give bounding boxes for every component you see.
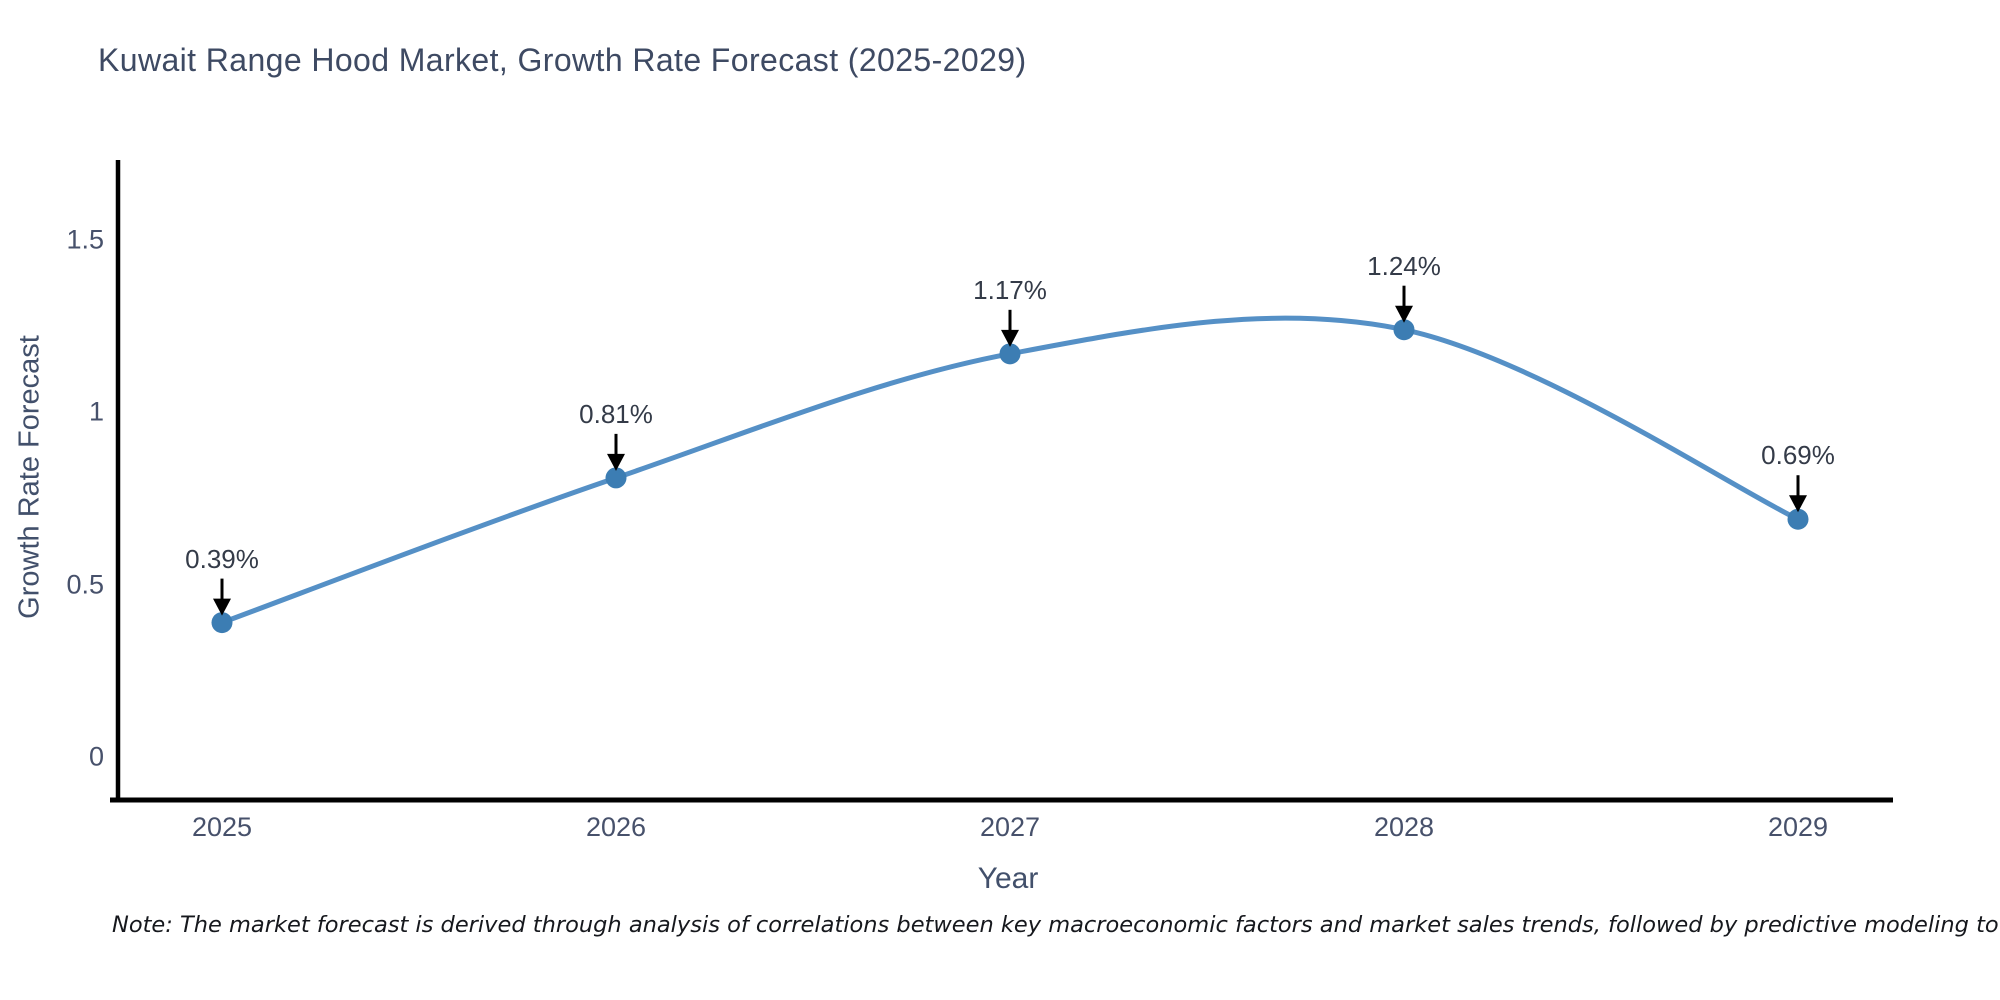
point-annotation: 0.39% <box>185 543 259 574</box>
y-tick-label: 0.5 <box>66 569 104 600</box>
data-point-marker <box>999 343 1021 365</box>
x-tick-label: 2029 <box>1767 812 1829 842</box>
data-point-marker <box>1787 508 1809 530</box>
point-annotation: 0.81% <box>579 398 653 429</box>
x-tick-label: 2026 <box>585 812 647 842</box>
x-tick-label: 2025 <box>191 812 253 842</box>
annotation-arrow-head <box>1395 305 1413 323</box>
point-annotation: 1.24% <box>1367 250 1441 281</box>
annotation-arrow-head <box>607 453 625 471</box>
y-tick-label: 1.5 <box>66 224 104 255</box>
y-tick-label: 1 <box>88 396 104 427</box>
footnote: Note: The market forecast is derived thr… <box>112 912 2000 938</box>
chart-title: Kuwait Range Hood Market, Growth Rate Fo… <box>98 42 1027 78</box>
annotation-arrow-head <box>213 598 231 616</box>
point-annotation: 1.17% <box>973 274 1047 305</box>
data-point-marker <box>211 612 233 634</box>
annotation-arrow-head <box>1001 329 1019 347</box>
point-annotation: 0.69% <box>1761 440 1835 471</box>
data-point-marker <box>605 467 627 489</box>
annotation-arrow-head <box>1789 495 1807 513</box>
x-axis-title: Year <box>977 862 1039 895</box>
x-tick-label: 2027 <box>979 812 1041 842</box>
y-tick-label: 0 <box>88 741 104 772</box>
x-tick-label: 2028 <box>1373 812 1435 842</box>
data-point-marker <box>1393 319 1415 341</box>
